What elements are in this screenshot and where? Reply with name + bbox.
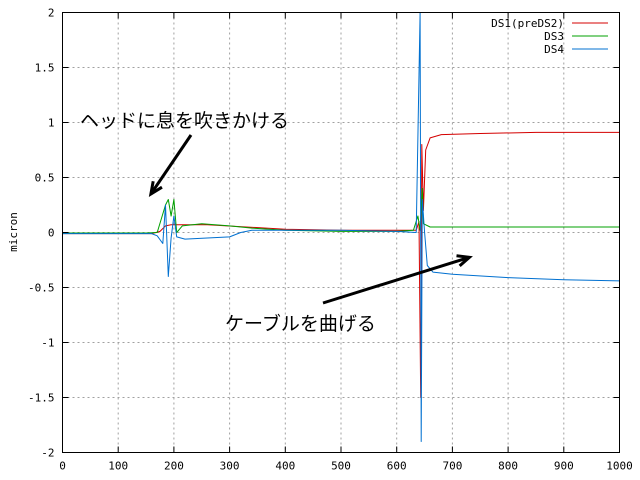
y-tick-label: 1.5 <box>35 62 55 75</box>
x-tick-label: 600 <box>387 460 407 473</box>
x-tick-label: 800 <box>498 460 518 473</box>
y-tick-label: 1 <box>48 117 55 130</box>
y-tick-label: 0.5 <box>35 172 55 185</box>
x-tick-label: 100 <box>108 460 128 473</box>
y-tick-label: 0 <box>48 227 55 240</box>
legend-label: DS4 <box>544 43 564 56</box>
series-lines <box>62 12 620 442</box>
y-tick-label: 2 <box>48 7 55 20</box>
annotation-arrow <box>322 255 470 305</box>
y-tick-label: -1 <box>41 337 54 350</box>
x-tick-label: 200 <box>164 460 184 473</box>
x-tick-label: 400 <box>275 460 295 473</box>
y-axis-ticks: -2 -1.5 -1 -0.5 0 0.5 1 1.5 2 <box>28 7 620 460</box>
x-tick-label: 300 <box>220 460 240 473</box>
x-axis-ticks: 0 100 200 300 400 500 600 700 800 900 1000 <box>59 12 633 473</box>
y-tick-label: -0.5 <box>28 282 55 295</box>
annotation-arrowhead <box>148 180 163 198</box>
y-tick-label: -2 <box>41 447 54 460</box>
series-line <box>62 188 620 234</box>
grid <box>62 12 620 453</box>
x-tick-label: 900 <box>554 460 574 473</box>
annotation-arrowhead <box>456 254 473 268</box>
annotation-text: ケーブルを曲げる <box>225 312 376 335</box>
legend-label: DS3 <box>544 30 564 43</box>
x-tick-label: 500 <box>331 460 351 473</box>
annotation-text: ヘッドに息を吹きかける <box>80 110 289 132</box>
y-tick-label: -1.5 <box>28 392 55 405</box>
legend-label: DS1(preDS2) <box>491 17 564 30</box>
x-tick-label: 1000 <box>606 460 633 473</box>
x-tick-label: 700 <box>442 460 462 473</box>
annotation-arrow <box>149 134 193 195</box>
y-axis-label: micron <box>7 212 20 252</box>
x-tick-label: 0 <box>59 460 66 473</box>
